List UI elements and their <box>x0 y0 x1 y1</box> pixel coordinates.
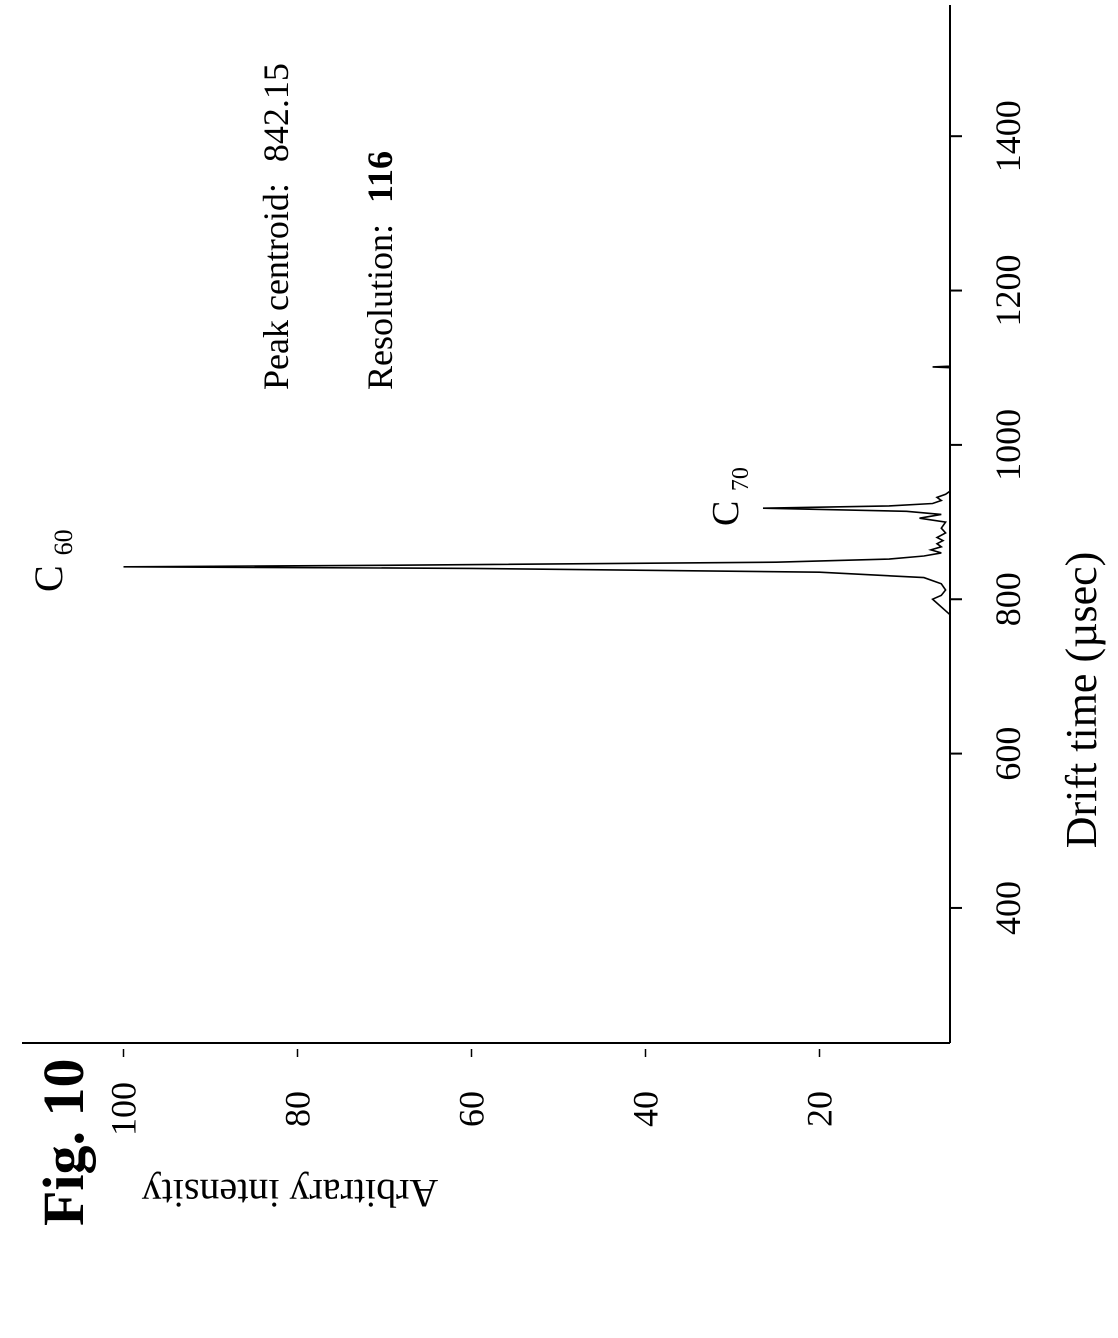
y-tick-label: 20 <box>800 1091 840 1127</box>
c70-peak-label: C 70 <box>705 467 754 526</box>
x-tick-label: 1200 <box>988 255 1028 327</box>
y-ticks: 20 40 60 80 100 <box>104 1049 840 1136</box>
spectrum-series-line <box>123 5 951 1043</box>
peak-centroid-label: Peak centroid: <box>256 183 296 390</box>
x-tick-label: 600 <box>988 727 1028 781</box>
x-ticks: 400 600 800 1000 1200 1400 <box>950 100 1028 935</box>
svg-text:C 60: C 60 <box>26 529 78 592</box>
y-tick-label: 100 <box>104 1082 144 1136</box>
c60-peak-label: C 60 <box>26 529 78 592</box>
c60-label-base: C <box>26 565 71 592</box>
x-tick-label: 1400 <box>988 100 1028 172</box>
resolution-annotation: Resolution: 116 <box>360 151 400 390</box>
svg-text:Peak centroid: 842.15: Peak centroid: 842.15 <box>256 63 296 390</box>
y-tick-label: 40 <box>626 1091 666 1127</box>
x-tick-label: 1000 <box>988 409 1028 481</box>
y-tick-label: 80 <box>278 1091 318 1127</box>
x-tick-label: 800 <box>988 572 1028 626</box>
y-tick-label: 60 <box>452 1091 492 1127</box>
svg-text:Resolution: 116: Resolution: 116 <box>360 151 400 390</box>
axes <box>22 5 951 1044</box>
svg-text:C 70: C 70 <box>705 467 754 526</box>
c60-label-subscript: 60 <box>49 529 78 555</box>
peak-centroid-value: 842.15 <box>256 63 296 162</box>
y-axis-label: Arbitrary intensity <box>142 1171 439 1216</box>
resolution-label: Resolution: <box>360 224 400 390</box>
c70-label-base: C <box>705 501 747 526</box>
c70-label-subscript: 70 <box>728 467 754 491</box>
x-axis-label: Drift time (µsec) <box>1057 552 1106 849</box>
resolution-value: 116 <box>360 151 400 203</box>
peak-centroid-annotation: Peak centroid: 842.15 <box>256 63 296 390</box>
x-tick-label: 400 <box>988 881 1028 935</box>
